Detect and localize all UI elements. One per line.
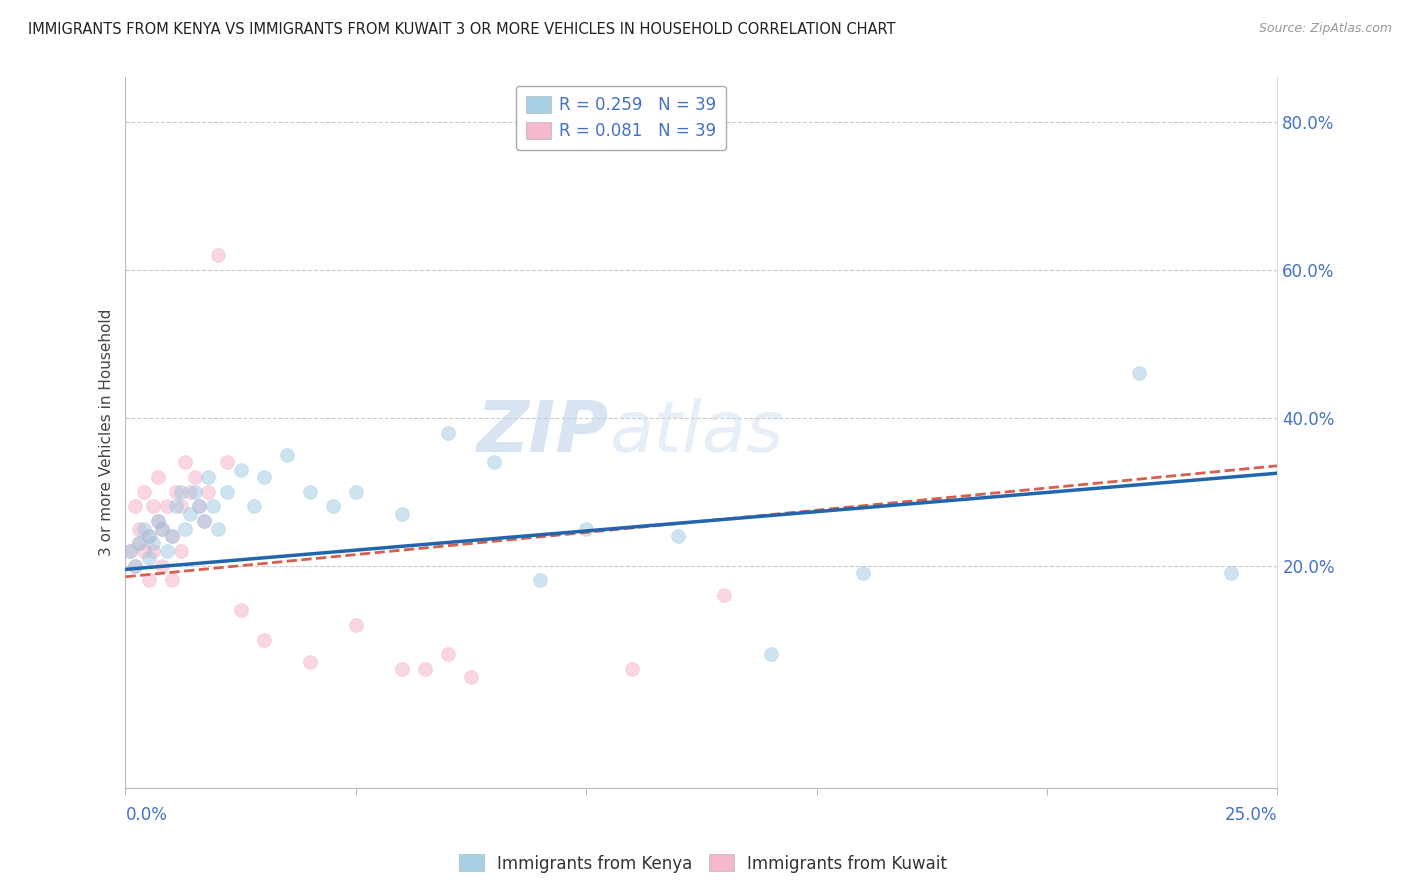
Point [344,484,367,499]
Point [174,522,197,536]
Point [229,462,252,476]
Point [322,500,344,514]
Text: 25.0%: 25.0% [1225,806,1278,824]
Point [391,507,413,521]
Text: ZIP: ZIP [477,398,609,467]
Text: atlas: atlas [609,398,785,467]
Point [170,544,193,558]
Text: Source: ZipAtlas.com: Source: ZipAtlas.com [1258,22,1392,36]
Point [1128,367,1150,381]
Point [207,522,229,536]
Point [344,618,367,632]
Text: IMMIGRANTS FROM KENYA VS IMMIGRANTS FROM KUWAIT 3 OR MORE VEHICLES IN HOUSEHOLD : IMMIGRANTS FROM KENYA VS IMMIGRANTS FROM… [28,22,896,37]
Point [146,514,169,528]
Point [460,670,482,684]
Point [138,529,160,543]
Point [575,522,598,536]
Point [128,536,150,550]
Point [391,662,413,676]
Point [128,522,150,536]
Point [852,566,875,580]
Point [142,500,165,514]
Point [188,500,211,514]
Point [668,529,690,543]
Point [138,551,160,566]
Point [215,455,238,469]
Point [165,500,187,514]
Point [207,248,229,262]
Point [124,558,146,573]
Point [160,529,183,543]
Point [197,484,219,499]
Point [713,588,735,602]
Point [529,574,551,588]
Point [132,484,155,499]
Point [120,544,142,558]
Point [188,500,211,514]
Text: 0.0%: 0.0% [125,806,167,824]
Y-axis label: 3 or more Vehicles in Household: 3 or more Vehicles in Household [100,309,114,557]
Point [759,648,782,662]
Point [132,522,155,536]
Point [193,514,215,528]
Point [229,603,252,617]
Point [179,484,201,499]
Point [146,514,169,528]
Point [124,500,146,514]
Point [276,448,298,462]
Point [160,574,183,588]
Point [156,544,179,558]
Point [253,632,276,647]
Point [437,425,460,440]
Point [132,544,155,558]
Legend: Immigrants from Kenya, Immigrants from Kuwait: Immigrants from Kenya, Immigrants from K… [453,847,953,880]
Point [193,514,215,528]
Point [124,558,146,573]
Point [437,648,460,662]
Point [150,522,173,536]
Point [170,500,193,514]
Legend: R = 0.259   N = 39, R = 0.081   N = 39: R = 0.259 N = 39, R = 0.081 N = 39 [516,86,725,151]
Point [138,529,160,543]
Point [150,522,173,536]
Point [413,662,436,676]
Point [146,470,169,484]
Point [1220,566,1243,580]
Point [215,484,238,499]
Point [298,655,321,669]
Point [179,507,201,521]
Point [298,484,321,499]
Point [160,529,183,543]
Point [128,536,150,550]
Point [170,484,193,499]
Point [156,500,179,514]
Point [482,455,505,469]
Point [183,470,205,484]
Point [202,500,225,514]
Point [142,544,165,558]
Point [243,500,266,514]
Point [120,544,142,558]
Point [253,470,276,484]
Point [197,470,219,484]
Point [621,662,644,676]
Point [142,536,165,550]
Point [183,484,205,499]
Point [150,558,173,573]
Point [174,455,197,469]
Point [138,574,160,588]
Point [165,484,187,499]
